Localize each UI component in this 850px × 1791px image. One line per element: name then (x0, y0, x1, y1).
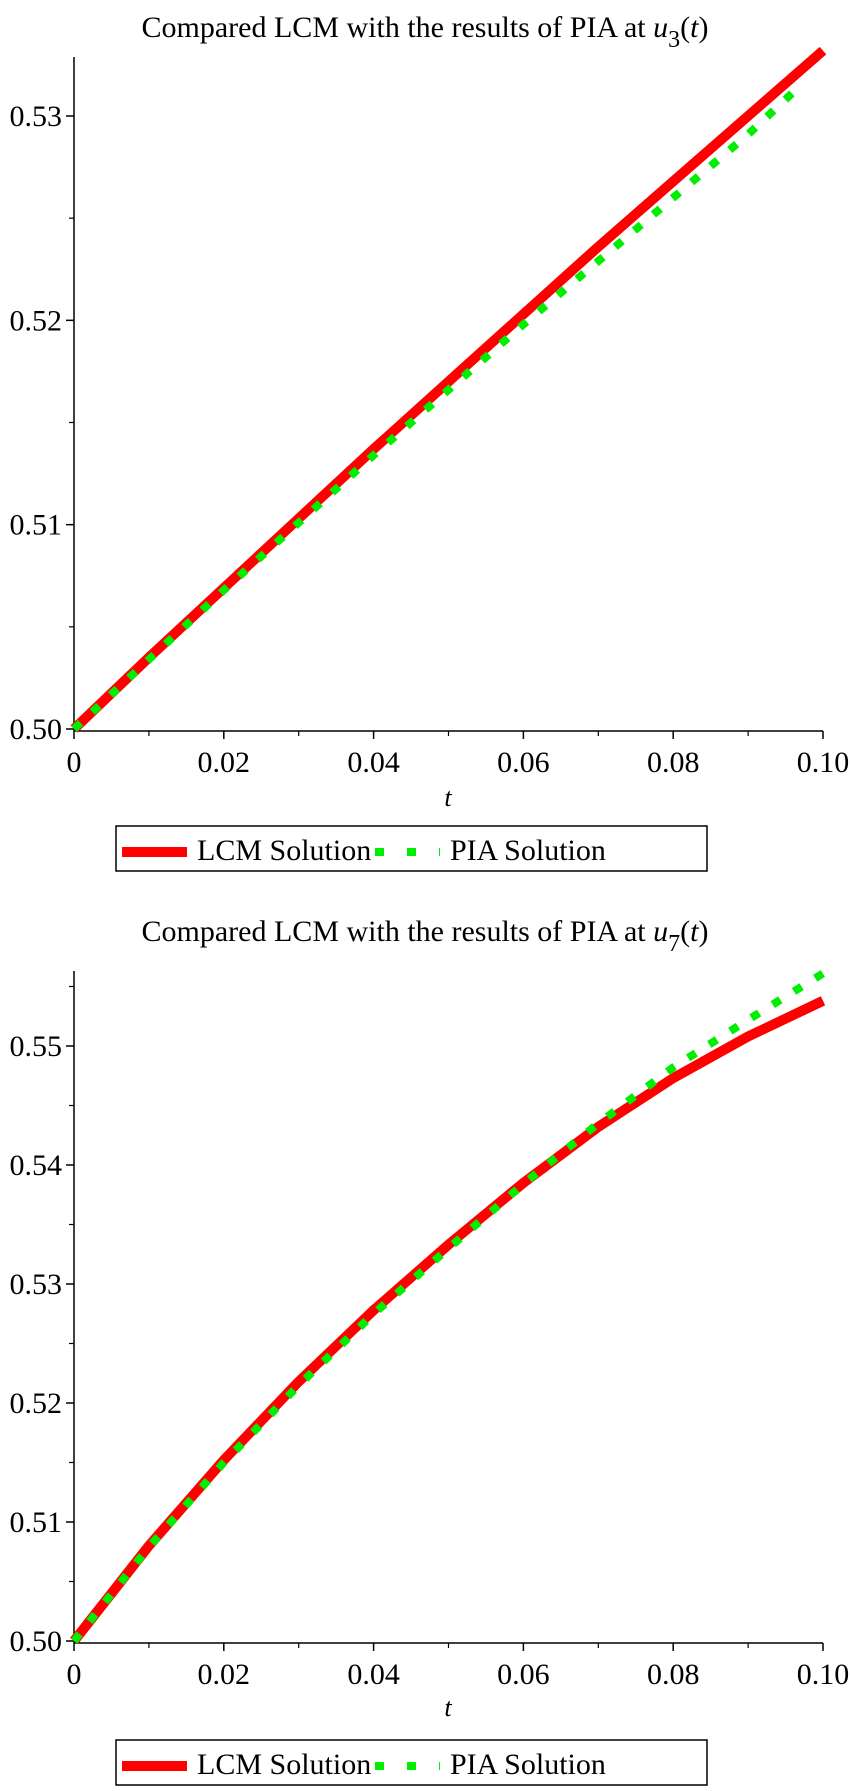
x-axis-label: t (444, 783, 452, 812)
y-tick-label: 0.52 (10, 1387, 63, 1420)
y-tick-label: 0.50 (10, 713, 63, 746)
y-tick-label: 0.50 (10, 1625, 63, 1658)
pia-series-line (70, 969, 826, 1644)
axes (73, 971, 823, 1644)
x-tick-label: 0 (67, 746, 82, 779)
x-tick-label: 0.08 (647, 746, 700, 779)
x-tick-label: 0.06 (497, 746, 550, 779)
legend-pia-label: PIA Solution (450, 834, 606, 867)
x-tick-label: 0.10 (797, 746, 850, 779)
legend: LCM Solution PIA Solution (115, 825, 708, 872)
chart-panel-u7: Compared LCM with the results of PIA at … (0, 893, 850, 1786)
x-tick-label: 0.04 (347, 1658, 400, 1691)
lcm-series-line (70, 996, 826, 1645)
legend-lcm-label: LCM Solution (197, 834, 371, 867)
chart-title: Compared LCM with the results of PIA at … (142, 11, 709, 53)
x-tick-label: 0.10 (797, 1658, 850, 1691)
y-tick-label: 0.52 (10, 304, 63, 337)
y-tick-label: 0.51 (10, 509, 63, 542)
chart-u3: Compared LCM with the results of PIA at … (10, 11, 850, 872)
x-tick-label: 0.06 (497, 1658, 550, 1691)
y-tick-label: 0.51 (10, 1506, 63, 1539)
y-tick-label: 0.54 (10, 1149, 63, 1182)
legend-lcm-label: LCM Solution (197, 1748, 371, 1781)
chart-u7: Compared LCM with the results of PIA at … (10, 915, 850, 1786)
y-tick-label: 0.53 (10, 100, 63, 133)
chart-panel-u3: Compared LCM with the results of PIA at … (0, 0, 850, 893)
y-tick-label: 0.53 (10, 1268, 63, 1301)
lcm-series-line (70, 46, 827, 733)
chart-title: Compared LCM with the results of PIA at … (142, 915, 709, 957)
pia-series-line (71, 82, 804, 732)
x-tick-label: 0.02 (198, 746, 251, 779)
legend-pia-label: PIA Solution (450, 1748, 606, 1781)
x-tick-label: 0 (67, 1658, 82, 1691)
x-axis-label: t (444, 1693, 452, 1722)
x-tick-label: 0.02 (198, 1658, 251, 1691)
legend: LCM Solution PIA Solution (115, 1739, 708, 1786)
x-tick-label: 0.04 (347, 746, 400, 779)
y-tick-label: 0.55 (10, 1030, 63, 1063)
x-tick-label: 0.08 (647, 1658, 700, 1691)
